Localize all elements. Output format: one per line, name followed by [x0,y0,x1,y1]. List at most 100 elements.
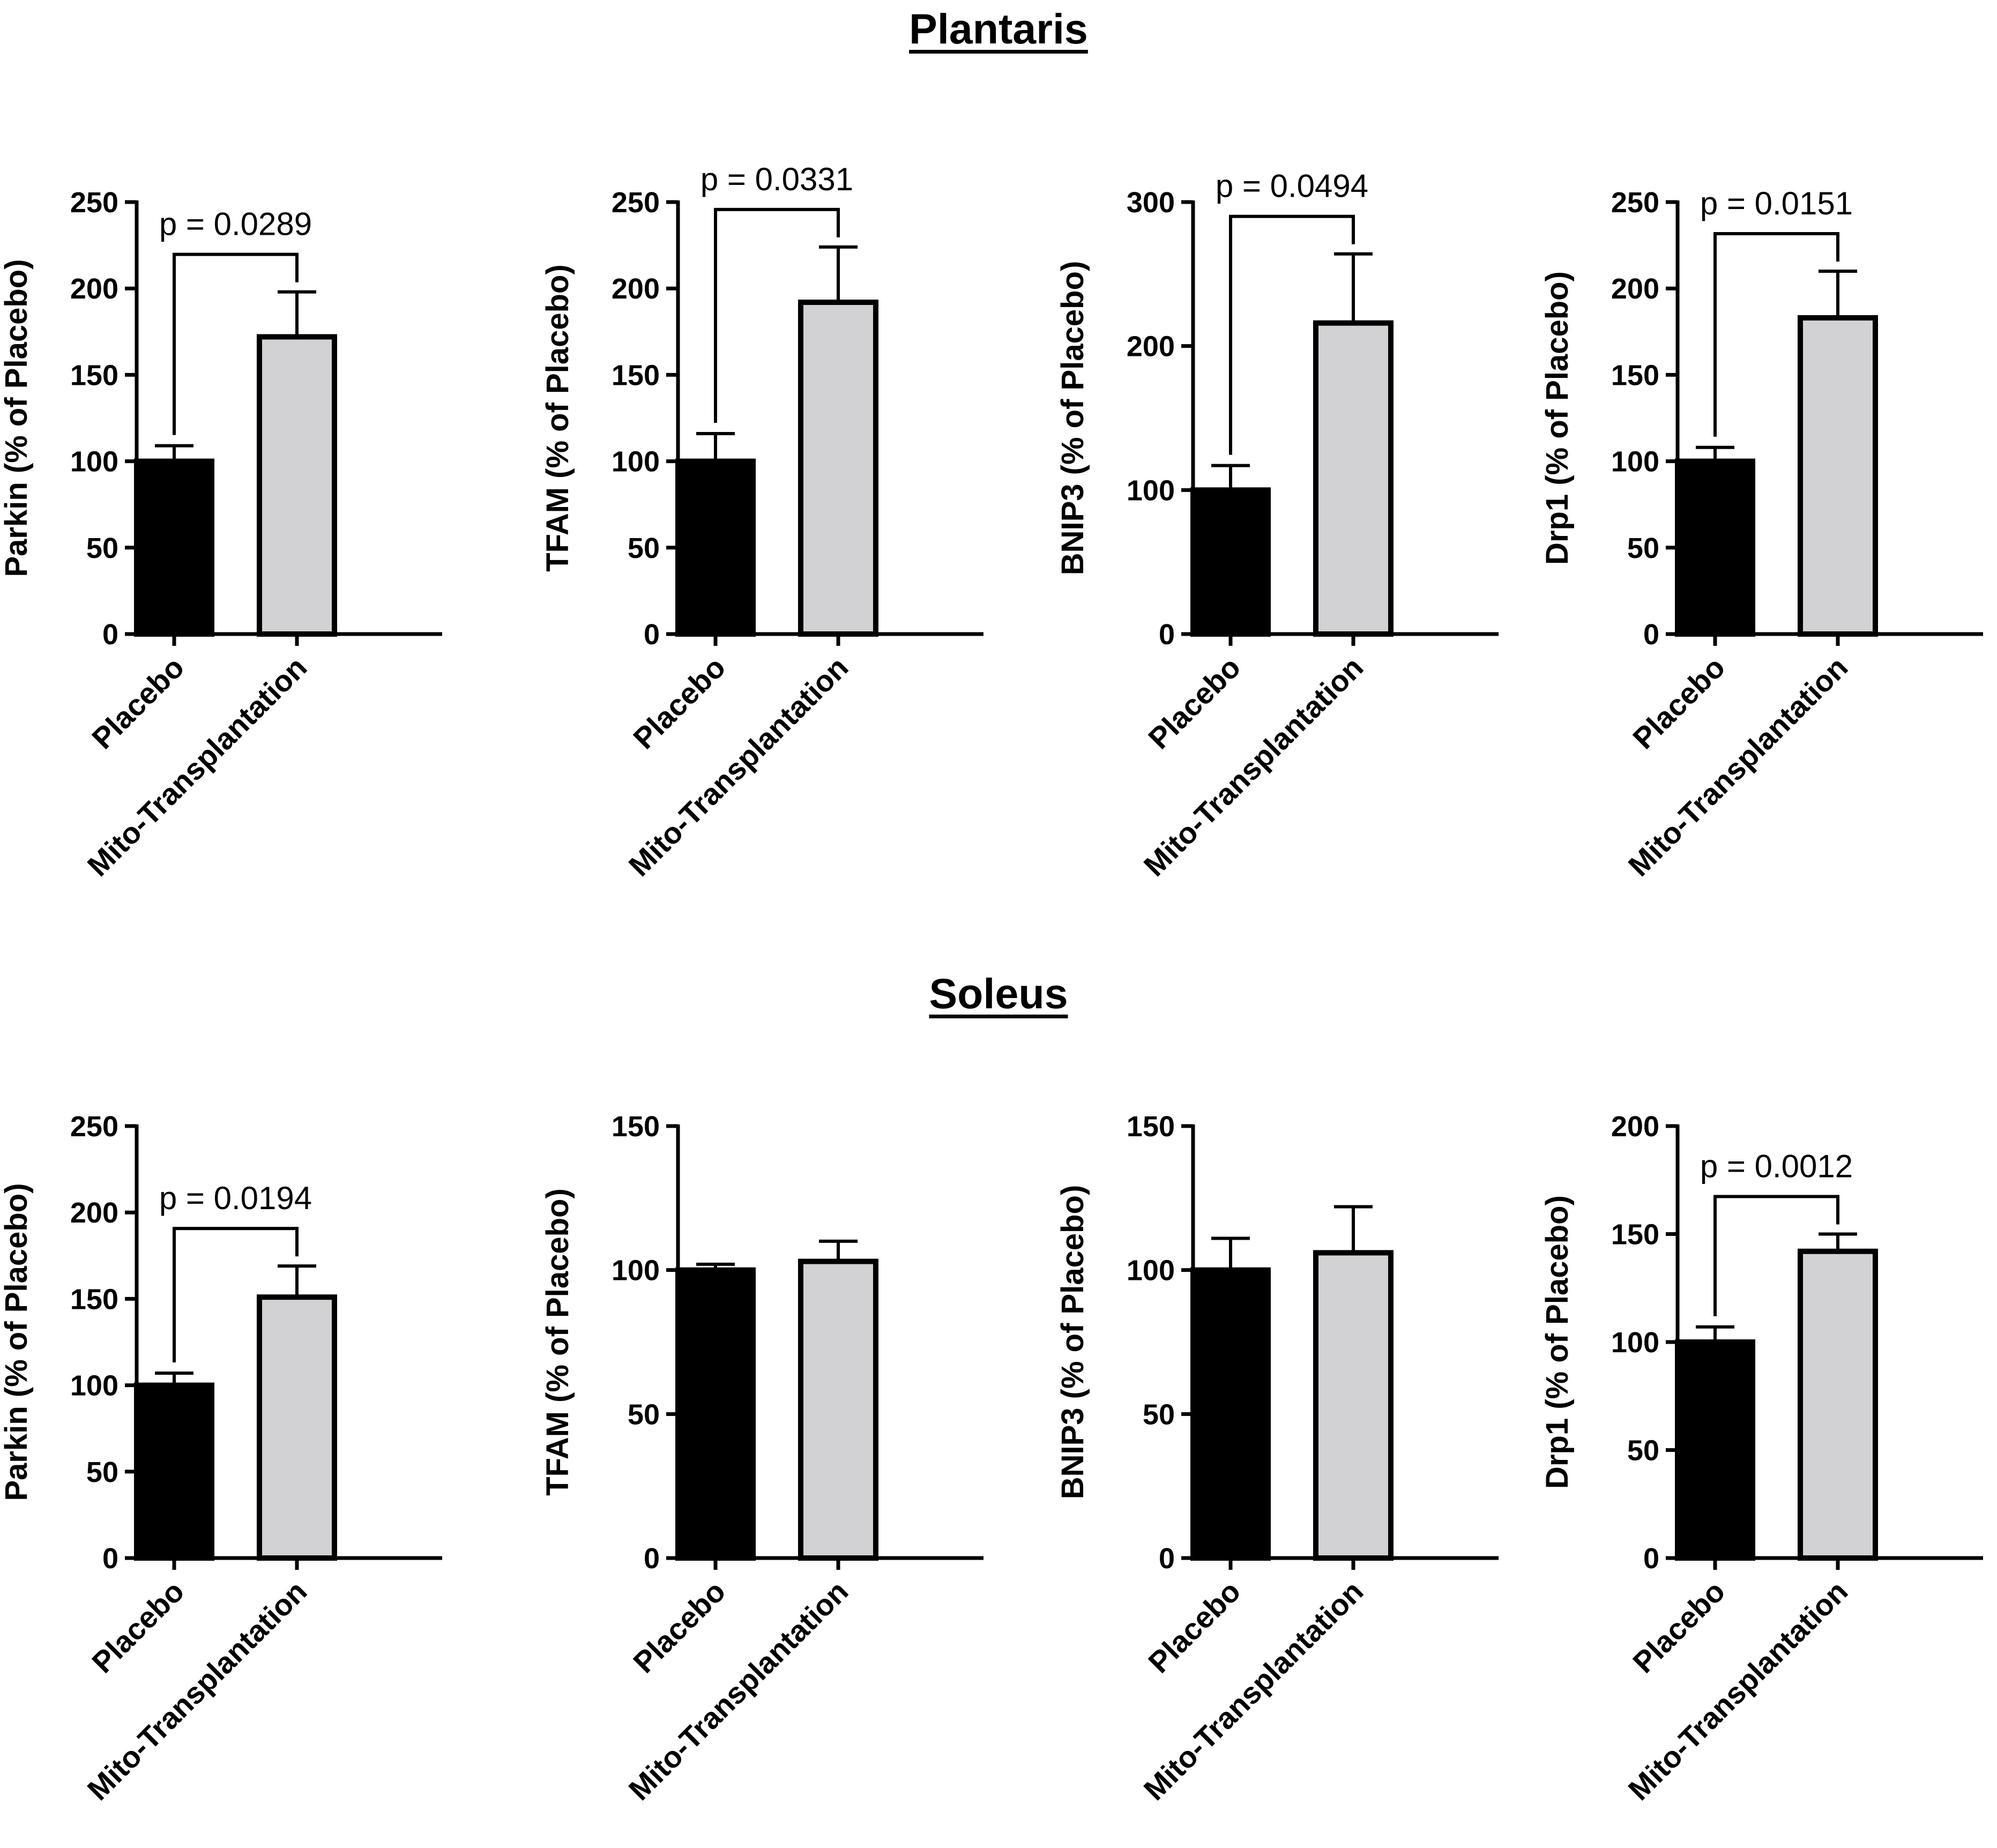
y-tick-label: 250 [612,187,660,219]
x-tick-label: Placebo [1626,1574,1731,1679]
y-tick-label: 100 [1127,474,1175,506]
y-tick-label: 50 [1143,1398,1175,1430]
bar-placebo [1190,487,1271,637]
y-tick-label: 0 [1643,1543,1659,1575]
x-tick-label: Mito-Transplantation [81,1574,314,1807]
y-tick-label: 0 [1159,619,1175,651]
x-tick-label: Mito-Transplantation [622,1574,855,1807]
x-tick-label: Placebo [1142,1574,1247,1679]
x-tick-label: Mito-Transplantation [1622,1574,1854,1807]
bar-placebo [1190,1267,1271,1561]
y-tick-label: 200 [70,273,118,305]
bar-placebo [134,458,214,637]
x-tick-label: Placebo [1626,650,1731,755]
y-tick-label: 0 [102,619,118,651]
y-tick-label: 100 [1611,1327,1659,1359]
chart-panel: 0 50 100 150 TFAM (% of Placebo) PlaceboMito-… [540,1111,983,1807]
y-tick-label: 100 [1611,446,1659,478]
y-tick-label: 150 [1611,1219,1659,1251]
p-value-label: p = 0.0289 [159,206,312,242]
bar-mito-transplantation [257,1294,337,1561]
p-value-label: p = 0.0151 [1700,185,1853,221]
y-tick-label: 200 [70,1197,118,1229]
y-axis-label: TFAM (% of Placebo) [540,264,575,572]
significance-bracket [1229,214,1355,455]
significance-bracket [173,1227,299,1363]
y-axis-label: Drp1 (% of Placebo) [1540,271,1575,565]
y-tick-label: 100 [612,1255,660,1287]
p-value-label: p = 0.0012 [1700,1149,1853,1184]
section-title-plantaris: Plantaris [909,5,1088,53]
y-tick-label: 50 [1627,1435,1659,1467]
y-tick-label: 250 [70,187,118,219]
x-tick-label: Placebo [627,1574,732,1679]
y-tick-label: 0 [644,1543,660,1575]
y-tick-label: 200 [1611,273,1659,305]
y-tick-label: 250 [1611,187,1659,219]
bar-mito-transplantation [1798,1248,1878,1561]
y-axis-label: Parkin (% of Placebo) [0,1183,34,1501]
y-tick-label: 150 [1127,1111,1175,1143]
y-tick-label: 150 [70,359,118,391]
y-tick-label: 50 [1627,532,1659,564]
bar-mito-transplantation [1313,1250,1394,1561]
y-tick-label: 50 [628,1398,660,1430]
y-tick-label: 250 [70,1111,118,1143]
bar-placebo [134,1382,214,1561]
bar-mito-transplantation [1798,315,1878,637]
x-tick-label: Placebo [1142,650,1247,755]
p-value-label: p = 0.0331 [701,161,853,197]
chart-panel: 0 50 100 150 200 250 Parkin (% of Placebo) Plac… [0,1111,442,1807]
x-tick-label: Mito-Transplantation [1622,650,1854,883]
y-axis-label: Parkin (% of Placebo) [0,259,34,577]
bar-mito-transplantation [798,299,878,637]
x-tick-label: Placebo [85,650,190,755]
x-tick-label: Placebo [627,650,732,755]
chart-panel: 0 50 100 150 200 250 TFAM (% of Placebo) Placeb… [540,161,983,883]
significance-bracket [1713,1195,1839,1316]
y-axis-label: TFAM (% of Placebo) [540,1188,575,1496]
bar-placebo [675,458,756,637]
bar-mito-transplantation [257,334,337,637]
y-tick-label: 200 [1127,331,1175,363]
y-tick-label: 0 [1643,619,1659,651]
y-tick-label: 150 [612,1111,660,1143]
y-tick-label: 100 [612,446,660,478]
x-tick-label: Mito-Transplantation [1137,1574,1370,1807]
y-axis-label: Drp1 (% of Placebo) [1540,1195,1575,1489]
bar-mito-transplantation [1313,320,1394,637]
y-tick-label: 150 [612,359,660,391]
bar-placebo [675,1267,756,1561]
y-tick-label: 50 [86,532,118,564]
y-axis-label: BNIP3 (% of Placebo) [1055,261,1090,576]
y-tick-label: 50 [628,532,660,564]
y-tick-label: 0 [102,1543,118,1575]
significance-bracket [714,207,840,423]
chart-panel: 0 50 100 150 BNIP3 (% of Placebo) PlaceboMito… [1055,1111,1499,1807]
y-tick-label: 50 [86,1456,118,1488]
y-tick-label: 0 [1159,1543,1175,1575]
y-tick-label: 200 [612,273,660,305]
y-tick-label: 150 [70,1283,118,1315]
y-tick-label: 100 [70,1370,118,1402]
p-value-label: p = 0.0494 [1216,168,1368,204]
bar-placebo [1675,458,1755,637]
y-tick-label: 150 [1611,359,1659,391]
y-tick-label: 200 [1611,1111,1659,1143]
y-tick-label: 100 [1127,1255,1175,1287]
bar-placebo [1675,1339,1755,1561]
significance-bracket [173,252,299,435]
x-tick-label: Mito-Transplantation [1137,650,1370,883]
x-tick-label: Mito-Transplantation [622,650,855,883]
x-tick-label: Placebo [85,1574,190,1679]
x-tick-label: Mito-Transplantation [81,650,314,883]
section-title-soleus: Soleus [929,970,1068,1017]
y-axis-label: BNIP3 (% of Placebo) [1055,1185,1090,1500]
chart-panel: 0 100 200 300 BNIP3 (% of Placebo) PlaceboMit… [1055,168,1499,883]
p-value-label: p = 0.0194 [159,1180,312,1216]
chart-panel: 0 50 100 150 200 Drp1 (% of Placebo) PlaceboMi… [1540,1111,1983,1807]
y-tick-label: 100 [70,446,118,478]
bar-mito-transplantation [798,1258,878,1561]
y-tick-label: 0 [644,619,660,651]
